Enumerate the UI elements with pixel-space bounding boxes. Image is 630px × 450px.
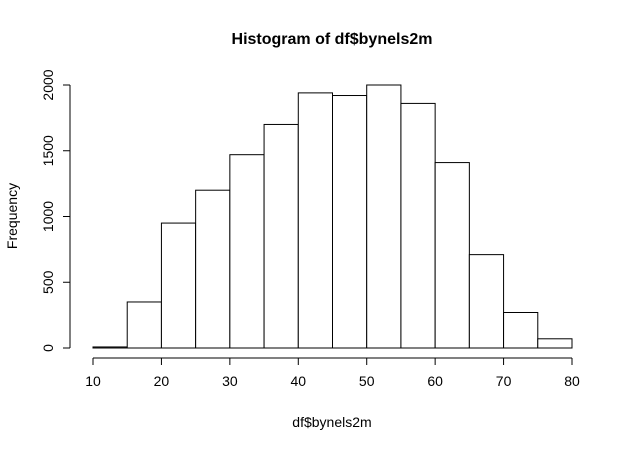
y-tick-label: 1000	[40, 201, 56, 232]
histogram-bar	[400, 102, 436, 349]
y-tick-label: 0	[40, 344, 56, 352]
histogram-bar	[503, 311, 539, 349]
y-tick-label: 1500	[40, 135, 56, 166]
histogram-bar	[468, 254, 505, 349]
histogram-bar	[92, 346, 128, 349]
histogram-bar	[537, 338, 573, 349]
x-tick-label: 70	[496, 373, 512, 389]
x-tick-label: 30	[222, 373, 238, 389]
x-tick-label: 40	[290, 373, 306, 389]
x-tick-label: 20	[154, 373, 170, 389]
x-tick-label: 10	[85, 373, 101, 389]
y-tick-label: 500	[40, 270, 56, 294]
histogram-bar	[332, 95, 368, 349]
histogram-bar	[229, 154, 265, 349]
x-tick-label: 50	[359, 373, 375, 389]
histogram-bars	[92, 84, 573, 349]
x-tick-label: 80	[564, 373, 580, 389]
histogram-bar	[366, 84, 402, 349]
histogram-bar	[263, 123, 299, 349]
histogram-bar	[126, 301, 162, 349]
x-axis: 10 20 30 40 50 60 70 80	[85, 357, 580, 389]
y-axis: 0 500 1000 1500 2000	[40, 69, 71, 352]
histogram-bar	[434, 162, 470, 349]
y-axis-label: Frequency	[4, 183, 20, 249]
histogram-bar	[160, 222, 197, 349]
x-tick-label: 60	[427, 373, 443, 389]
x-axis-label: df$bynels2m	[292, 414, 371, 430]
histogram-bar	[297, 92, 333, 349]
chart-title: Histogram of df$bynels2m	[232, 31, 433, 48]
histogram-bar	[195, 189, 231, 349]
y-tick-label: 2000	[40, 69, 56, 100]
